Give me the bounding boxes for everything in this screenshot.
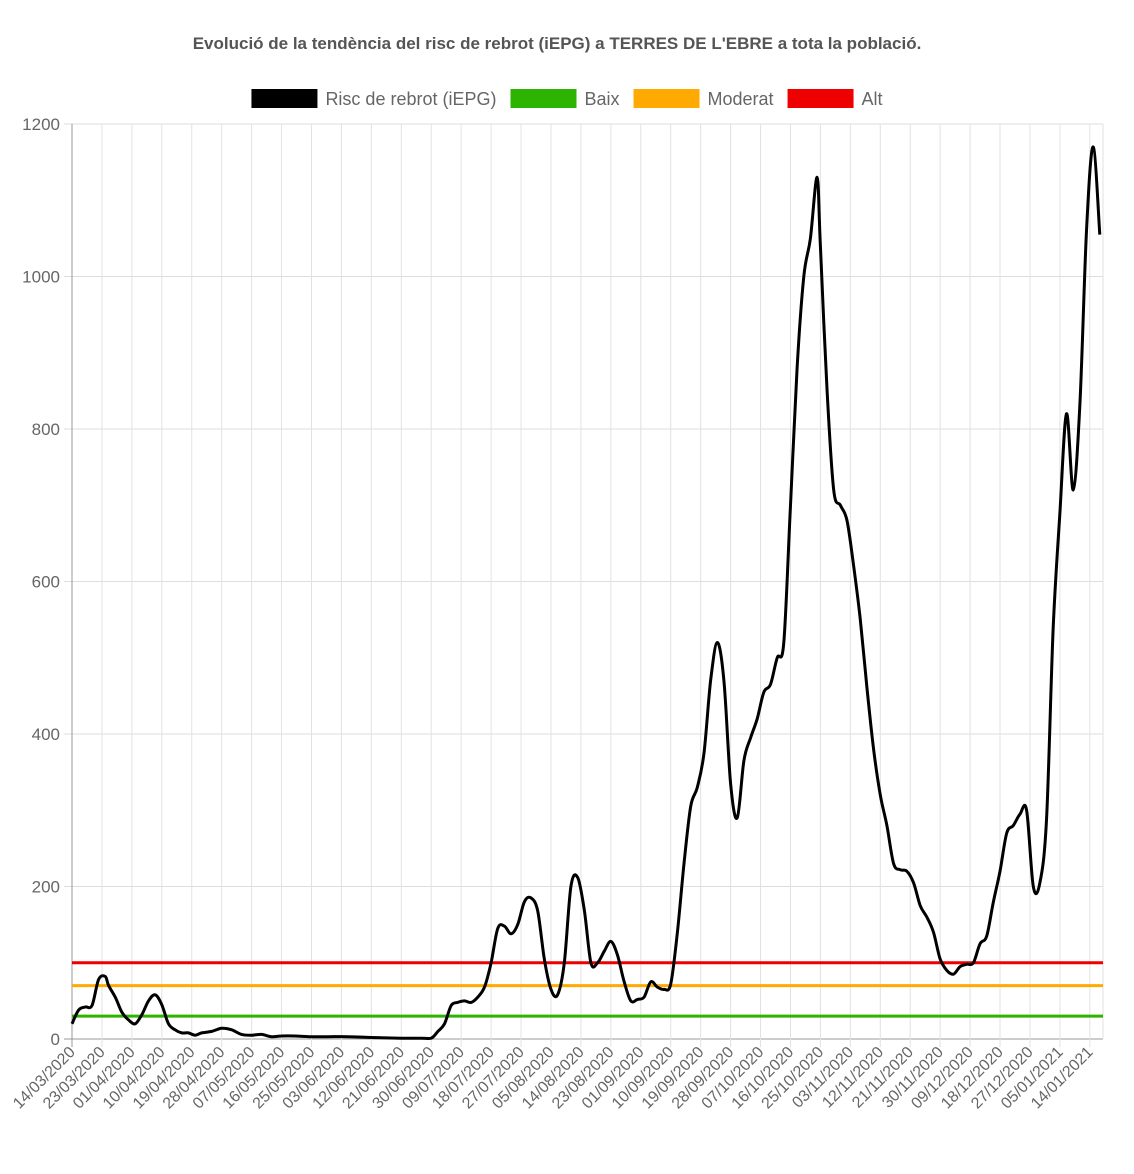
y-tick-label: 800 bbox=[32, 420, 60, 439]
y-tick-label: 1000 bbox=[22, 268, 60, 287]
legend-swatch bbox=[510, 89, 577, 108]
y-tick-label: 0 bbox=[51, 1030, 60, 1049]
legend-swatch bbox=[787, 89, 854, 108]
legend-label: Risc de rebrot (iEPG) bbox=[325, 89, 496, 109]
chart-title: Evolució de la tendència del risc de reb… bbox=[192, 34, 922, 53]
y-tick-label: 400 bbox=[32, 725, 60, 744]
y-tick-label: 200 bbox=[32, 878, 60, 897]
legend-label: Baix bbox=[584, 89, 619, 109]
legend-swatch bbox=[251, 89, 318, 108]
legend-label: Alt bbox=[862, 89, 883, 109]
series-line-iepg bbox=[70, 145, 1102, 1041]
y-tick-label: 600 bbox=[32, 573, 60, 592]
y-tick-label: 1200 bbox=[22, 115, 60, 134]
legend-swatch bbox=[633, 89, 700, 108]
legend-label: Moderat bbox=[708, 89, 774, 109]
